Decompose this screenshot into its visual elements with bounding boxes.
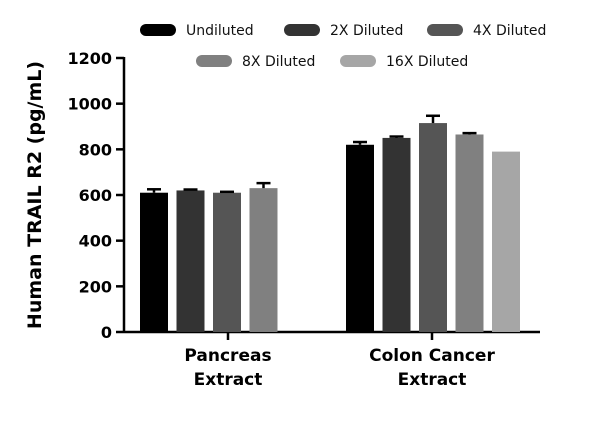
x-category-label: Extract [398, 370, 467, 390]
legend-label: 4X Diluted [473, 23, 546, 39]
bar-16x-diluted [492, 151, 520, 332]
legend-label: Undiluted [186, 23, 254, 39]
y-axis-label: Human TRAIL R2 (pg/mL) [24, 61, 46, 329]
legend-swatch [427, 24, 463, 36]
legend-label: 8X Diluted [242, 54, 315, 70]
legend-swatch [284, 24, 320, 36]
x-category-label: Colon Cancer [369, 346, 495, 366]
y-tick-label: 1200 [67, 49, 112, 68]
bar-4x-diluted [213, 192, 241, 332]
bar-undiluted [346, 144, 374, 332]
y-tick-label: 1000 [67, 95, 112, 114]
x-category-label: Pancreas [184, 346, 271, 366]
y-tick-label: 200 [79, 277, 112, 296]
x-category-label: Extract [194, 370, 263, 390]
y-axis: 0 200 400 600 800 1000 1200 [67, 49, 126, 342]
bar-undiluted [140, 192, 168, 332]
y-tick-label: 800 [79, 140, 112, 159]
y-tick-label: 0 [101, 323, 112, 342]
x-axis: Pancreas Extract Colon Cancer Extract [124, 330, 540, 390]
bar-2x-diluted [382, 137, 411, 332]
legend: Undiluted 2X Diluted 4X Diluted 8X Diluted 1… [140, 23, 546, 70]
bar-8x-diluted [249, 188, 278, 332]
legend-label: 16X Diluted [386, 54, 468, 70]
legend-swatch [196, 55, 232, 67]
y-tick-label: 400 [79, 232, 112, 251]
legend-swatch [140, 24, 176, 36]
legend-swatch [340, 55, 376, 67]
bar-2x-diluted [176, 190, 205, 332]
legend-label: 2X Diluted [330, 23, 403, 39]
bars [140, 114, 520, 332]
bar-4x-diluted [419, 123, 447, 332]
bar-8x-diluted [455, 134, 484, 332]
y-tick-label: 600 [79, 186, 112, 205]
